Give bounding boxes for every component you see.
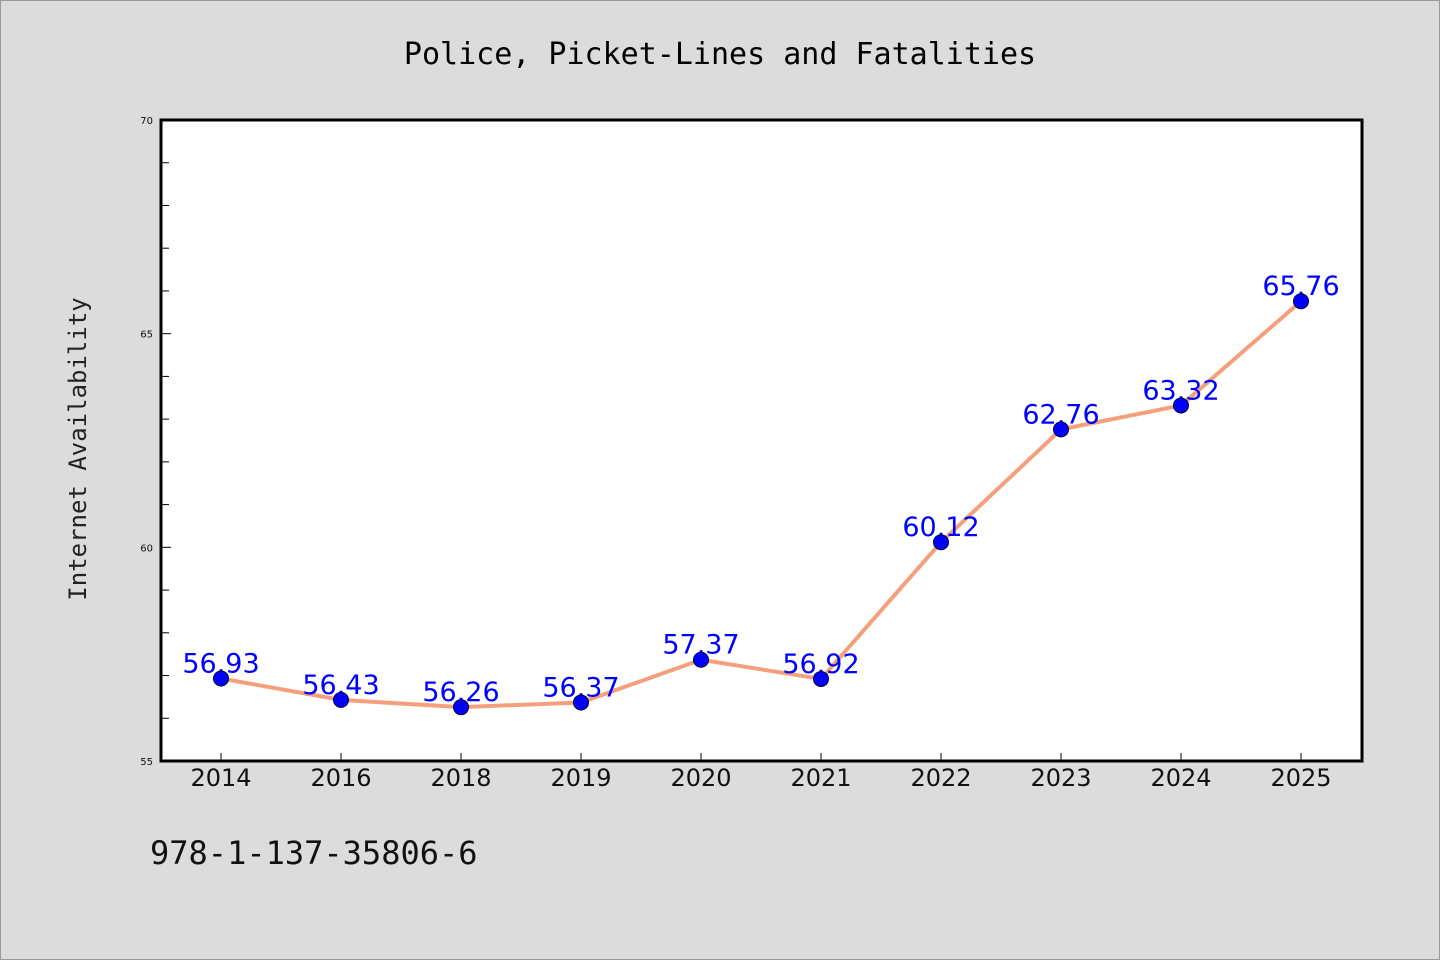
x-tick-label: 2023 xyxy=(1030,764,1091,792)
data-point xyxy=(213,670,229,687)
x-tick-label: 2020 xyxy=(670,764,731,792)
data-point xyxy=(1053,421,1069,438)
series-line xyxy=(220,299,1303,710)
x-tick-label: 2014 xyxy=(190,764,251,792)
x-tick-label: 2019 xyxy=(550,764,611,792)
x-tick-label: 2024 xyxy=(1150,764,1211,792)
data-point xyxy=(333,691,349,708)
plot-area xyxy=(159,118,1364,763)
y-tick-label: 70 xyxy=(140,116,153,127)
chart-title: Police, Picket-Lines and Fatalities xyxy=(404,37,1036,72)
x-tick-label: 2022 xyxy=(910,764,971,792)
y-axis: 55 60 65 70 xyxy=(140,116,171,768)
x-tick-label: 2025 xyxy=(1270,764,1331,792)
data-point xyxy=(1293,293,1309,310)
data-point xyxy=(693,651,709,668)
data-point xyxy=(813,670,829,687)
y-tick-label: 55 xyxy=(140,757,153,768)
data-point xyxy=(453,699,469,716)
y-axis-label: Internet Availability xyxy=(64,297,92,600)
data-point xyxy=(1173,397,1189,414)
y-tick-label: 65 xyxy=(140,330,153,341)
y-tick-label: 60 xyxy=(140,543,153,554)
x-tick-label: 2021 xyxy=(790,764,851,792)
x-tick-label: 2018 xyxy=(430,764,491,792)
data-point xyxy=(573,694,589,711)
x-tick-label: 2016 xyxy=(310,764,371,792)
isbn-code: 978-1-137-35806-6 xyxy=(150,834,478,872)
x-axis: 2014 2016 2018 2019 2020 2021 2022 2023 2024 2025 xyxy=(190,753,1332,792)
data-point xyxy=(933,534,949,551)
